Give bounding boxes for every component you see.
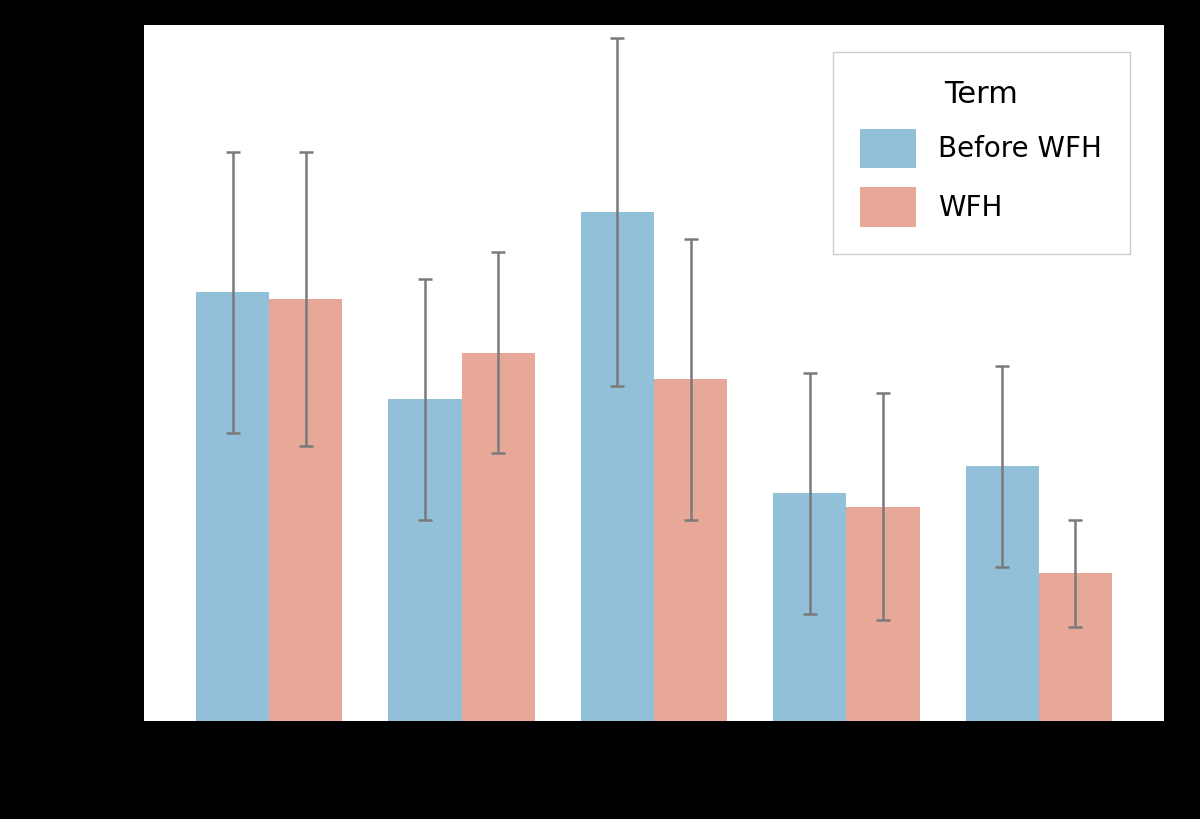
Bar [773, 493, 846, 721]
Bar [1039, 573, 1112, 721]
Bar [462, 352, 535, 721]
Bar [966, 466, 1039, 721]
Bar [581, 212, 654, 721]
Legend: Before WFH, WFH: Before WFH, WFH [833, 52, 1129, 255]
Bar [654, 379, 727, 721]
Bar [389, 400, 462, 721]
Bar [269, 299, 342, 721]
Bar [846, 506, 919, 721]
Bar [196, 292, 269, 721]
